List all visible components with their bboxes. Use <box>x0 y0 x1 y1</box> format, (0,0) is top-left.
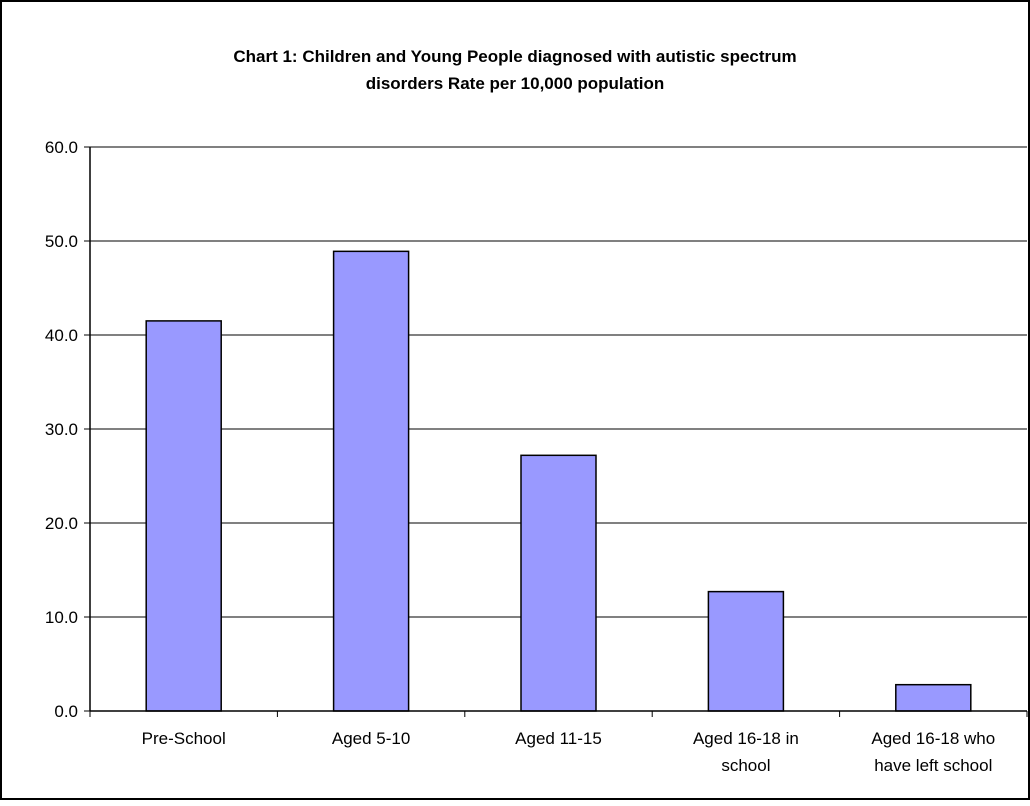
chart-title-line: disorders Rate per 10,000 population <box>366 74 665 93</box>
x-tick-label: Aged 11-15 <box>515 729 602 748</box>
bar <box>895 683 972 712</box>
x-tick-label: have left school <box>874 756 992 775</box>
y-tick-label: 10.0 <box>45 608 78 627</box>
bar <box>520 454 597 712</box>
gridlines <box>90 146 1027 618</box>
bar <box>707 590 785 712</box>
bar <box>332 250 410 712</box>
x-tick-label: Aged 16-18 in <box>693 729 799 748</box>
chart-title: Chart 1: Children and Young People diagn… <box>233 47 796 93</box>
chart-title-line: Chart 1: Children and Young People diagn… <box>233 47 796 66</box>
x-tick-label: school <box>721 756 770 775</box>
x-tick-labels: Pre-School Aged 5-10 Aged 11-15 Aged 16-18 … <box>89 711 1028 775</box>
bars <box>145 250 972 712</box>
bar <box>145 320 222 712</box>
x-tick-label: Pre-School <box>142 729 226 748</box>
y-tick-label: 40.0 <box>45 326 78 345</box>
y-tick-label: 20.0 <box>45 514 78 533</box>
y-tick-label: 50.0 <box>45 232 78 251</box>
y-tick-label: 60.0 <box>45 138 78 157</box>
x-tick-label: Aged 5-10 <box>332 729 410 748</box>
y-tick-label: 30.0 <box>45 420 78 439</box>
y-tick-label: 0.0 <box>54 702 78 721</box>
y-tick-labels: 0.0 10.0 20.0 30.0 40.0 50.0 60.0 <box>45 138 90 721</box>
x-tick-label: Aged 16-18 who <box>871 729 995 748</box>
